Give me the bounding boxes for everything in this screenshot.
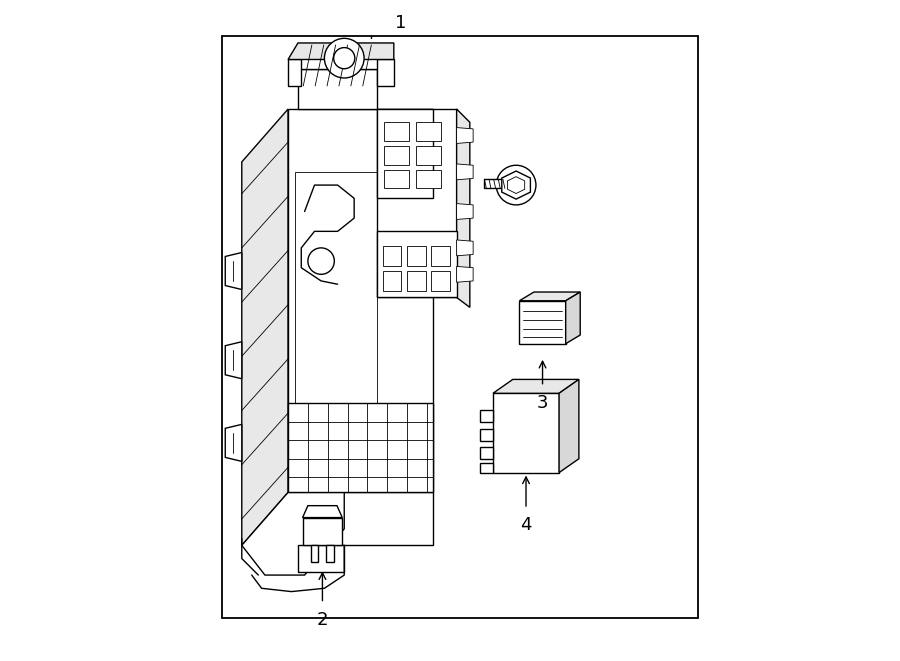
Bar: [384, 170, 409, 188]
Polygon shape: [456, 128, 473, 143]
Polygon shape: [294, 172, 377, 473]
Polygon shape: [225, 424, 242, 461]
Polygon shape: [519, 292, 580, 301]
Circle shape: [324, 38, 365, 78]
Polygon shape: [288, 59, 302, 86]
Polygon shape: [493, 393, 559, 473]
Polygon shape: [225, 253, 242, 290]
Polygon shape: [377, 231, 456, 297]
Polygon shape: [480, 429, 493, 441]
Polygon shape: [502, 171, 530, 199]
Polygon shape: [480, 463, 493, 473]
Bar: [416, 122, 441, 141]
Polygon shape: [456, 204, 473, 219]
Polygon shape: [456, 109, 470, 307]
Bar: [384, 146, 409, 165]
Polygon shape: [298, 46, 391, 69]
Polygon shape: [508, 176, 525, 194]
Polygon shape: [566, 292, 580, 344]
Polygon shape: [327, 545, 334, 562]
Bar: [407, 246, 426, 266]
Bar: [384, 122, 409, 141]
Polygon shape: [456, 266, 473, 282]
Polygon shape: [480, 447, 493, 459]
Polygon shape: [288, 403, 434, 492]
Polygon shape: [377, 59, 394, 86]
Polygon shape: [242, 492, 344, 575]
Bar: [431, 271, 450, 291]
Polygon shape: [298, 69, 377, 109]
Text: 2: 2: [317, 611, 328, 629]
Polygon shape: [377, 109, 434, 198]
Polygon shape: [519, 301, 566, 344]
Bar: [382, 246, 401, 266]
Polygon shape: [288, 109, 434, 492]
Circle shape: [334, 48, 355, 69]
Polygon shape: [298, 545, 344, 572]
Bar: [416, 146, 441, 165]
Bar: [431, 246, 450, 266]
Polygon shape: [480, 410, 493, 422]
Polygon shape: [288, 492, 434, 545]
Polygon shape: [310, 545, 319, 562]
Bar: [382, 271, 401, 291]
Polygon shape: [225, 342, 242, 379]
Polygon shape: [302, 506, 342, 518]
Text: 3: 3: [536, 394, 548, 412]
Polygon shape: [456, 164, 473, 180]
Polygon shape: [377, 109, 456, 297]
Bar: [222, 36, 698, 618]
Polygon shape: [242, 109, 288, 545]
Bar: [407, 271, 426, 291]
Bar: [416, 170, 441, 188]
Polygon shape: [456, 240, 473, 256]
Polygon shape: [288, 43, 394, 59]
Circle shape: [308, 248, 334, 274]
Text: 4: 4: [520, 516, 532, 535]
Polygon shape: [302, 518, 342, 545]
Polygon shape: [484, 179, 509, 188]
Polygon shape: [559, 379, 579, 473]
Polygon shape: [493, 379, 579, 393]
Text: 1: 1: [395, 14, 406, 32]
